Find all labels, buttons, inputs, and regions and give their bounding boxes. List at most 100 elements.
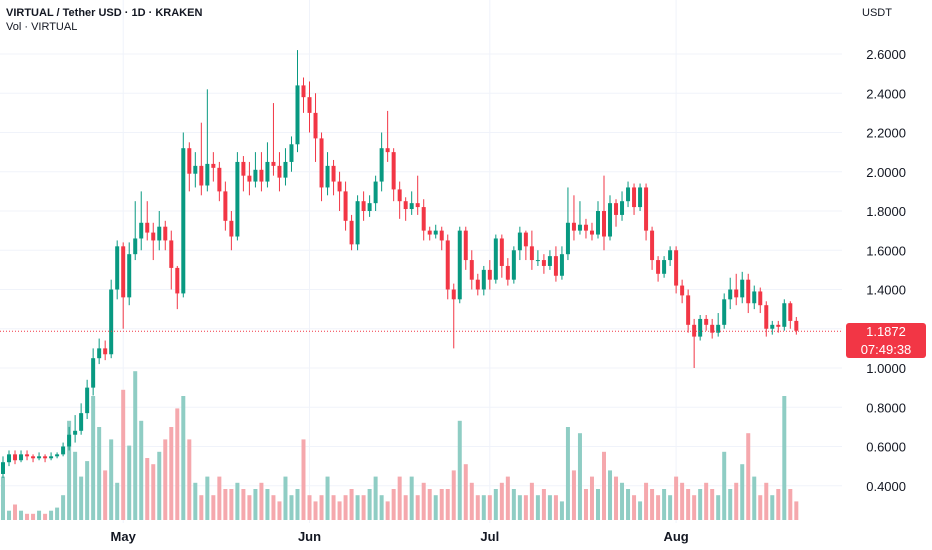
candle-body xyxy=(337,181,342,192)
volume-bar xyxy=(493,489,498,520)
candle-body xyxy=(229,220,234,237)
volume-bar xyxy=(794,501,799,520)
volume-bar xyxy=(127,445,132,520)
volume-bar xyxy=(379,495,384,520)
volume-bar xyxy=(776,489,781,520)
candle-body xyxy=(571,222,576,231)
volume-bar xyxy=(31,513,36,520)
volume-bar xyxy=(535,495,540,520)
candle-body xyxy=(523,232,528,247)
volume-bar xyxy=(325,476,330,520)
volume-bar xyxy=(61,495,66,520)
volume-bar xyxy=(433,495,438,520)
candle-body xyxy=(109,289,114,355)
volume-bar xyxy=(457,420,462,520)
candle-body xyxy=(127,254,132,298)
volume-bar xyxy=(259,482,264,520)
volume-bar xyxy=(421,482,426,520)
volume-bar xyxy=(295,489,300,520)
candle-body xyxy=(788,303,793,321)
volume-bar xyxy=(451,470,456,520)
candle-body xyxy=(331,165,336,182)
volume-bar xyxy=(307,495,312,520)
volume-bar xyxy=(121,389,126,520)
candle-body xyxy=(223,191,228,221)
volume-bar xyxy=(656,495,661,520)
candle-body xyxy=(385,148,390,153)
volume-bar xyxy=(752,476,757,520)
volume-bar xyxy=(632,495,637,520)
candle-body xyxy=(121,246,126,298)
volume-bar xyxy=(644,482,649,520)
volume-bar xyxy=(608,470,613,520)
volume-bar xyxy=(211,495,216,520)
price-tick-label: 0.6000 xyxy=(866,440,906,455)
candle-body xyxy=(716,324,721,333)
volume-bar xyxy=(43,513,48,520)
volume-bar xyxy=(559,501,564,520)
volume-bar xyxy=(487,495,492,520)
candle-body xyxy=(547,256,552,266)
volume-bar xyxy=(55,507,60,520)
candle-body xyxy=(758,291,763,306)
price-tick-label: 0.8000 xyxy=(866,400,906,415)
symbol-title[interactable]: VIRTUAL / Tether USD · 1D · KRAKEN xyxy=(6,7,203,19)
candle-body xyxy=(427,230,432,235)
candle-body xyxy=(247,175,252,182)
volume-bar xyxy=(109,439,114,520)
candle-body xyxy=(349,220,354,245)
candle-body xyxy=(295,85,300,145)
volume-bar xyxy=(692,495,697,520)
candle-body xyxy=(529,246,534,261)
time-tick-label: Jun xyxy=(298,529,321,544)
candle-body xyxy=(85,387,90,414)
price-axis[interactable]: 2.6000 2.4000 2.2000 2.0000 1.8000 1.6000 1.40… xyxy=(866,47,906,494)
candle-body xyxy=(409,203,414,210)
candle-body xyxy=(403,201,408,210)
candle-body xyxy=(487,269,492,280)
volume-bar xyxy=(193,482,198,520)
volume-bar xyxy=(13,504,18,520)
candle-body xyxy=(565,222,570,255)
candle-body xyxy=(457,230,462,300)
candle-body xyxy=(728,289,733,300)
candle-body xyxy=(145,222,150,233)
volume-bar xyxy=(19,510,24,520)
volume-bar xyxy=(355,495,360,520)
volume-bar xyxy=(289,495,294,520)
candle-body xyxy=(133,238,138,255)
time-axis[interactable]: May Jun Jul Aug xyxy=(111,529,689,544)
candle-body xyxy=(283,161,288,178)
volume-bar xyxy=(7,510,12,520)
volume-bar xyxy=(49,510,54,520)
volume-bar xyxy=(223,489,228,520)
candle-body xyxy=(313,112,318,139)
volume-bar xyxy=(217,476,222,520)
price-tick-label: 1.6000 xyxy=(866,243,906,258)
volume-bar xyxy=(469,482,474,520)
volume-bar xyxy=(583,489,588,520)
volume-bar xyxy=(589,476,594,520)
candle-body xyxy=(535,260,540,262)
candle-body xyxy=(367,203,372,211)
candle-body xyxy=(271,161,276,166)
candle-body xyxy=(505,265,510,280)
candle-body xyxy=(674,250,679,286)
volume-bar xyxy=(722,451,727,520)
candle-body xyxy=(361,201,366,211)
candle-body xyxy=(776,324,781,327)
volume-bar xyxy=(319,495,324,520)
candle-body xyxy=(421,207,426,231)
candle-body xyxy=(650,230,655,261)
volume-bar xyxy=(235,482,240,520)
candle-body xyxy=(301,85,306,98)
candle-body xyxy=(19,454,24,461)
currency-label: USDT xyxy=(862,7,892,19)
candle-body xyxy=(277,165,282,178)
volume-label[interactable]: Vol · VIRTUAL xyxy=(6,21,78,33)
candle-body xyxy=(187,148,192,174)
candle-body xyxy=(49,456,54,459)
candle-body xyxy=(7,454,12,463)
candle-body xyxy=(139,222,144,239)
